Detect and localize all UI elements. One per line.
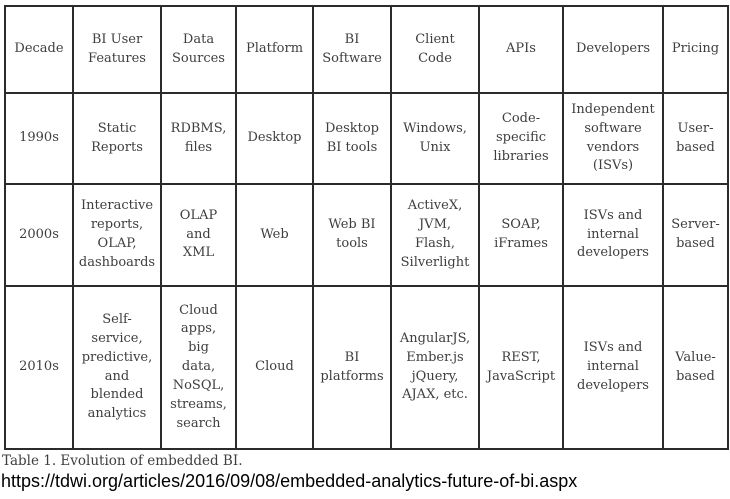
table-cell: Desktop: [235, 92, 314, 185]
table-cell: Cloud: [235, 285, 314, 450]
header-cell-client-code: Client Code: [390, 5, 480, 94]
header-cell-data-sources: Data Sources: [160, 5, 237, 94]
table-cell: 2010s: [4, 285, 74, 450]
table-cell: Self- service, predictive, and blended a…: [72, 285, 162, 450]
table-caption: Table 1. Evolution of embedded BI.: [2, 453, 243, 469]
table-row-1990s: 1990s Static Reports RDBMS, files Deskto…: [4, 92, 729, 185]
table-cell: Web BI tools: [312, 183, 392, 287]
table-cell: Static Reports: [72, 92, 162, 185]
table-cell: RDBMS, files: [160, 92, 237, 185]
table-cell: BI platforms: [312, 285, 392, 450]
table-cell: ISVs and internal developers: [562, 285, 664, 450]
table-cell: Independent software vendors (ISVs): [562, 92, 664, 185]
table-cell: 2000s: [4, 183, 74, 287]
header-cell-bi-user-features: BI User Features: [72, 5, 162, 94]
table-header-row: Decade BI User Features Data Sources Pla…: [4, 5, 729, 94]
table-cell: AngularJS, Ember.js jQuery, AJAX, etc.: [390, 285, 480, 450]
header-cell-apis: APIs: [478, 5, 564, 94]
embedded-bi-evolution-table: Decade BI User Features Data Sources Pla…: [4, 5, 729, 450]
table-cell: OLAP and XML: [160, 183, 237, 287]
table-cell: Cloud apps, big data, NoSQL, streams, se…: [160, 285, 237, 450]
table-row-2010s: 2010s Self- service, predictive, and ble…: [4, 285, 729, 450]
table-cell: 1990s: [4, 92, 74, 185]
table-cell: Web: [235, 183, 314, 287]
table-row-2000s: 2000s Interactive reports, OLAP, dashboa…: [4, 183, 729, 287]
header-cell-bi-software: BI Software: [312, 5, 392, 94]
table-cell: ActiveX, JVM, Flash, Silverlight: [390, 183, 480, 287]
table-cell: SOAP, iFrames: [478, 183, 564, 287]
header-cell-platform: Platform: [235, 5, 314, 94]
table-cell: Server- based: [662, 183, 729, 287]
header-cell-pricing: Pricing: [662, 5, 729, 94]
table-cell: Windows, Unix: [390, 92, 480, 185]
source-url-link[interactable]: https://tdwi.org/articles/2016/09/08/emb…: [1, 471, 578, 491]
table-cell: Desktop BI tools: [312, 92, 392, 185]
table-cell: Value- based: [662, 285, 729, 450]
table-cell: REST, JavaScript: [478, 285, 564, 450]
header-cell-decade: Decade: [4, 5, 74, 94]
table-cell: ISVs and internal developers: [562, 183, 664, 287]
table-cell: Code- specific libraries: [478, 92, 564, 185]
table-cell: User- based: [662, 92, 729, 185]
table-cell: Interactive reports, OLAP, dashboards: [72, 183, 162, 287]
header-cell-developers: Developers: [562, 5, 664, 94]
